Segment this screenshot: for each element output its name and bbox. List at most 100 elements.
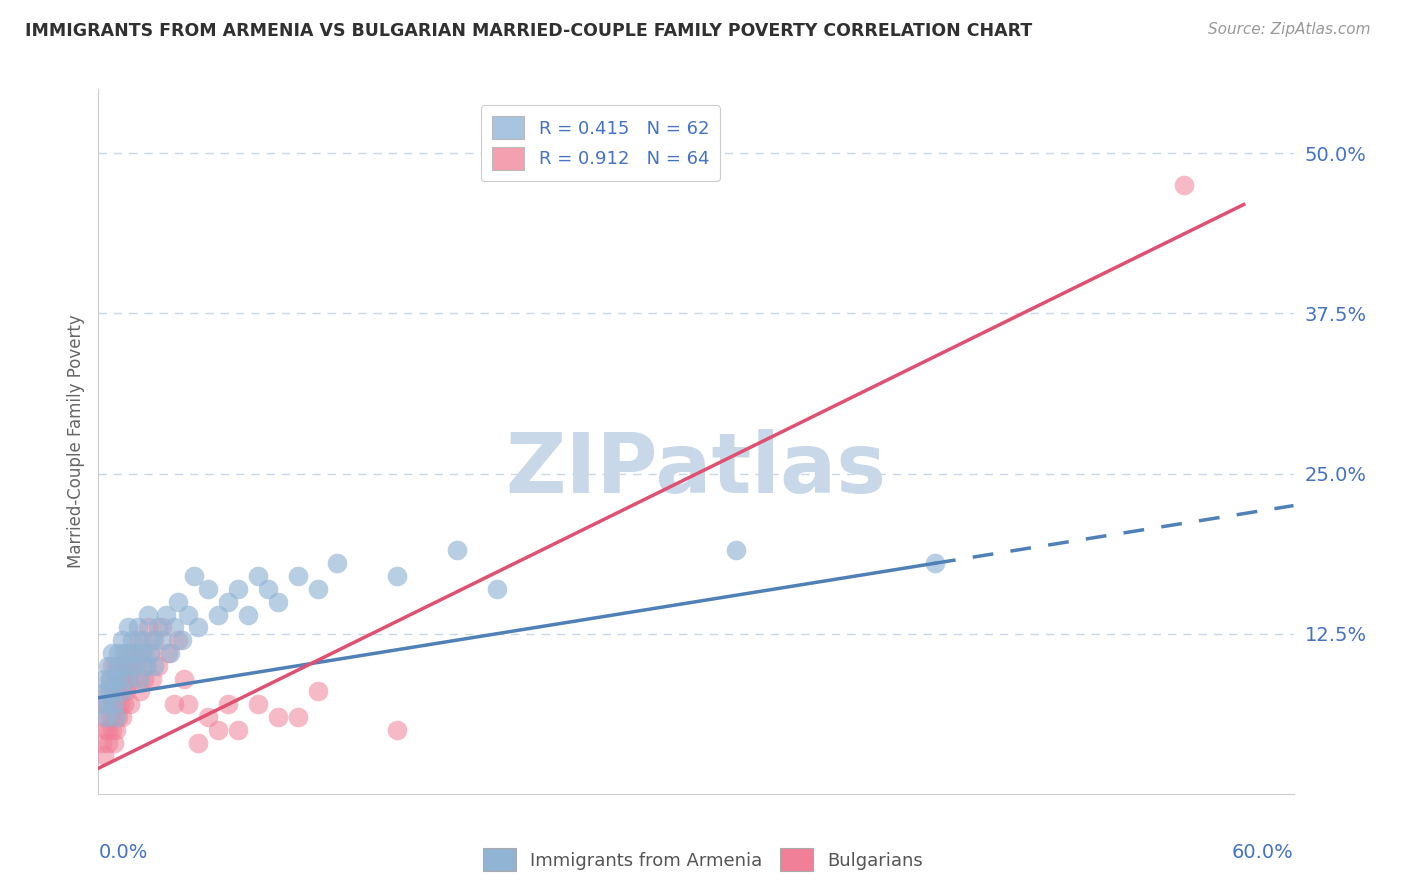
- Point: [148, 658, 170, 673]
- Point: [134, 646, 156, 660]
- Point: [97, 684, 120, 698]
- Point: [96, 697, 118, 711]
- Point: [187, 736, 209, 750]
- Point: [107, 710, 129, 724]
- Point: [129, 672, 152, 686]
- Point: [143, 658, 166, 673]
- Point: [105, 658, 128, 673]
- Point: [93, 710, 115, 724]
- Point: [101, 697, 124, 711]
- Point: [107, 658, 129, 673]
- Point: [97, 697, 120, 711]
- Point: [724, 543, 747, 558]
- Point: [217, 697, 239, 711]
- Point: [105, 723, 128, 737]
- Point: [117, 672, 139, 686]
- Point: [101, 658, 124, 673]
- Point: [183, 569, 205, 583]
- Point: [148, 620, 170, 634]
- Point: [127, 620, 149, 634]
- Point: [177, 697, 200, 711]
- Point: [131, 633, 153, 648]
- Point: [93, 672, 115, 686]
- Point: [150, 633, 173, 648]
- Point: [96, 710, 118, 724]
- Point: [120, 658, 142, 673]
- Point: [141, 672, 163, 686]
- Point: [167, 633, 190, 648]
- Point: [173, 672, 195, 686]
- Point: [103, 736, 125, 750]
- Point: [155, 607, 177, 622]
- Point: [121, 633, 143, 648]
- Point: [207, 607, 229, 622]
- Point: [197, 710, 219, 724]
- Point: [177, 607, 200, 622]
- Point: [101, 684, 124, 698]
- Point: [96, 723, 118, 737]
- Point: [226, 582, 249, 596]
- Point: [115, 658, 138, 673]
- Point: [121, 646, 143, 660]
- Point: [107, 684, 129, 698]
- Legend: Immigrants from Armenia, Bulgarians: Immigrants from Armenia, Bulgarians: [475, 841, 931, 879]
- Point: [105, 672, 128, 686]
- Point: [226, 723, 249, 737]
- Point: [172, 633, 194, 648]
- Point: [136, 620, 159, 634]
- Point: [385, 569, 409, 583]
- Point: [103, 684, 125, 698]
- Point: [287, 710, 309, 724]
- Point: [117, 620, 139, 634]
- Point: [124, 672, 146, 686]
- Point: [107, 672, 129, 686]
- Point: [120, 646, 142, 660]
- Point: [111, 684, 134, 698]
- Point: [112, 672, 135, 686]
- Text: ZIPatlas: ZIPatlas: [506, 429, 886, 510]
- Point: [246, 569, 269, 583]
- Point: [139, 646, 162, 660]
- Point: [129, 684, 152, 698]
- Point: [117, 646, 139, 660]
- Point: [163, 620, 186, 634]
- Point: [110, 697, 132, 711]
- Point: [150, 620, 173, 634]
- Point: [135, 658, 157, 673]
- Point: [98, 710, 122, 724]
- Point: [924, 556, 946, 570]
- Point: [197, 582, 219, 596]
- Point: [98, 672, 122, 686]
- Point: [307, 582, 329, 596]
- Point: [115, 672, 138, 686]
- Point: [246, 697, 269, 711]
- Y-axis label: Married-Couple Family Poverty: Married-Couple Family Poverty: [66, 315, 84, 568]
- Point: [446, 543, 468, 558]
- Point: [101, 646, 124, 660]
- Point: [105, 697, 128, 711]
- Point: [139, 646, 162, 660]
- Point: [135, 658, 157, 673]
- Point: [131, 646, 153, 660]
- Point: [1173, 178, 1195, 193]
- Point: [112, 697, 135, 711]
- Point: [98, 684, 122, 698]
- Point: [134, 672, 156, 686]
- Point: [287, 569, 309, 583]
- Point: [112, 646, 135, 660]
- Point: [97, 658, 120, 673]
- Point: [217, 595, 239, 609]
- Point: [115, 684, 138, 698]
- Legend: R = 0.415   N = 62, R = 0.912   N = 64: R = 0.415 N = 62, R = 0.912 N = 64: [481, 105, 720, 180]
- Text: 60.0%: 60.0%: [1232, 843, 1294, 863]
- Point: [125, 646, 148, 660]
- Point: [136, 607, 159, 622]
- Point: [107, 646, 129, 660]
- Point: [141, 633, 163, 648]
- Point: [236, 607, 259, 622]
- Point: [187, 620, 209, 634]
- Point: [103, 672, 125, 686]
- Point: [98, 672, 122, 686]
- Point: [97, 723, 120, 737]
- Point: [267, 710, 290, 724]
